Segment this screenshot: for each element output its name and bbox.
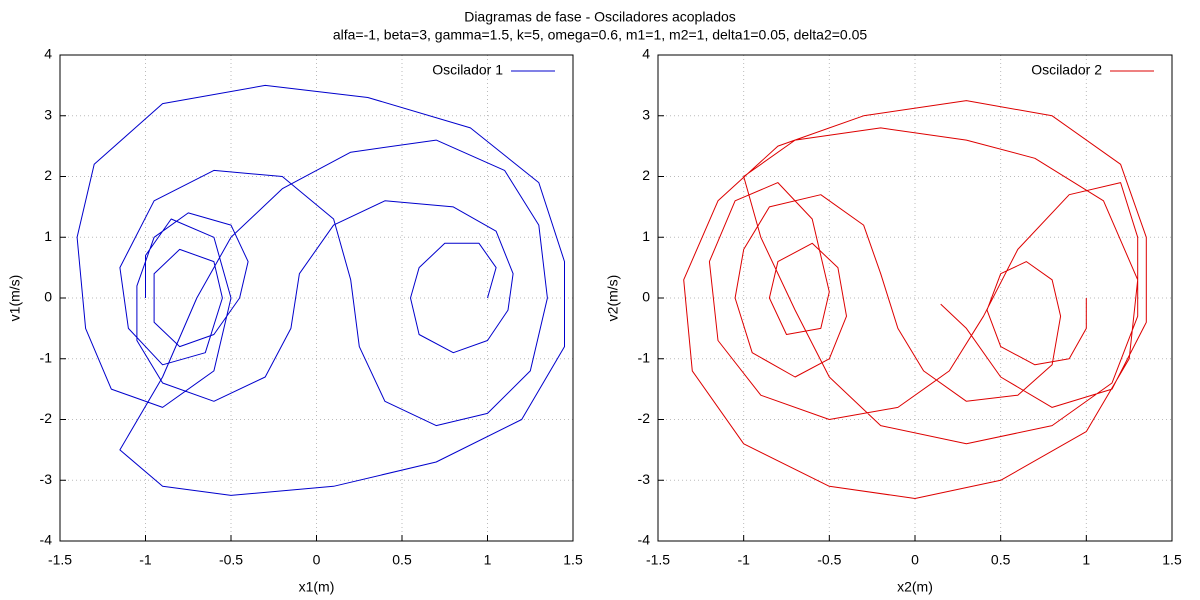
x-tick-label: 1 [484, 552, 492, 568]
y-tick-label: 2 [44, 167, 52, 183]
x-axis-label: x2(m) [897, 579, 933, 595]
figure-title: Diagramas de fase - Osciladores acoplado… [464, 9, 736, 25]
y-tick-label: 2 [642, 167, 650, 183]
x-tick-label: -0.5 [219, 552, 243, 568]
plot-frame [59, 54, 574, 542]
y-tick-label: -3 [638, 471, 651, 487]
legend-label: Oscilador 2 [1031, 62, 1102, 78]
y-tick-label: -2 [40, 410, 53, 426]
y-tick-label: -4 [638, 532, 651, 548]
y-tick-label: -2 [638, 410, 651, 426]
subplot: -1.5 -1 -0.5 0 0.5 1 1.5 -4 -3 -2 -1 0 1 2 3 4 Oscilador… [7, 46, 583, 595]
x-tick-label: -1.5 [646, 552, 670, 568]
x-tick-label: -1 [139, 552, 152, 568]
trajectory [76, 84, 565, 496]
x-tick-label: 0.5 [991, 552, 1011, 568]
x-tick-label: -1.5 [48, 552, 72, 568]
figure-subtitle: alfa=-1, beta=3, gamma=1.5, k=5, omega=0… [333, 27, 868, 43]
y-tick-label: 4 [642, 46, 650, 62]
y-tick-label: 1 [44, 228, 52, 244]
y-tick-label: 4 [44, 46, 52, 62]
x-tick-label: 1.5 [563, 552, 583, 568]
x-tick-label: 0 [313, 552, 321, 568]
y-tick-label: 0 [44, 289, 52, 305]
y-tick-label: 1 [642, 228, 650, 244]
x-axis-label: x1(m) [299, 579, 335, 595]
y-tick-label: -3 [40, 471, 53, 487]
y-tick-label: 3 [642, 106, 650, 122]
plot-frame [657, 54, 1173, 542]
y-tick-label: 3 [44, 106, 52, 122]
trajectory [683, 100, 1147, 499]
x-tick-label: -1 [737, 552, 750, 568]
x-tick-label: 0 [911, 552, 919, 568]
x-tick-label: 0.5 [392, 552, 412, 568]
y-tick-label: -1 [638, 349, 651, 365]
x-tick-label: 1 [1082, 552, 1090, 568]
y-tick-label: 0 [642, 289, 650, 305]
subplot: -1.5 -1 -0.5 0 0.5 1 1.5 -4 -3 -2 -1 0 1 2 3 4 Oscilador… [605, 46, 1182, 595]
y-axis-label: v1(m/s) [7, 275, 23, 322]
x-tick-label: 1.5 [1162, 552, 1182, 568]
y-tick-label: -4 [40, 532, 53, 548]
y-tick-label: -1 [40, 349, 53, 365]
legend-label: Oscilador 1 [432, 62, 503, 78]
x-tick-label: -0.5 [817, 552, 841, 568]
y-axis-label: v2(m/s) [605, 275, 621, 322]
